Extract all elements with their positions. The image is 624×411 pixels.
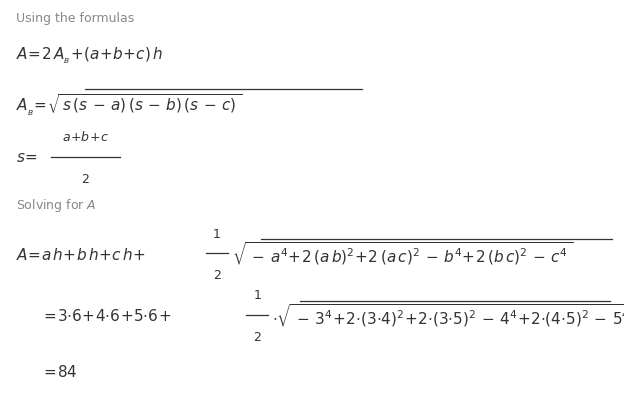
Text: $=\!84$: $=\!84$ (41, 364, 77, 380)
Text: $=\!3{\cdot}6\!+\!4{\cdot}6\!+\!5{\cdot}6\!+\!$: $=\!3{\cdot}6\!+\!4{\cdot}6\!+\!5{\cdot}… (41, 309, 171, 324)
Text: $A_{_B}\!=\!\sqrt{\,s\,(s\,-\,a)\,(s\,-\,b)\,(s\,-\,c)\,}$: $A_{_B}\!=\!\sqrt{\,s\,(s\,-\,a)\,(s\,-\… (16, 92, 241, 118)
Text: $2$: $2$ (81, 173, 90, 186)
Text: $\sqrt{\,-\,a^{4}\!+\!2\,(a\,b)^{2}\!+\!2\,(a\,c)^{2}\,-\,b^{4}\!+\!2\,(b\,c)^{2: $\sqrt{\,-\,a^{4}\!+\!2\,(a\,b)^{2}\!+\!… (232, 241, 573, 268)
Text: $A\!=\!2\,A_{_B}\!+\!(a\!+\!b\!+\!c)\,h$: $A\!=\!2\,A_{_B}\!+\!(a\!+\!b\!+\!c)\,h$ (16, 45, 163, 66)
Text: $2$: $2$ (253, 330, 261, 344)
Text: Solving for $\mathit{A}$: Solving for $\mathit{A}$ (16, 197, 96, 214)
Text: $1$: $1$ (212, 228, 222, 241)
Text: ${\cdot}\sqrt{\,-\,3^{4}\!+\!2{\cdot}(3{\cdot}4)^{2}\!+\!2{\cdot}(3{\cdot}5)^{2}: ${\cdot}\sqrt{\,-\,3^{4}\!+\!2{\cdot}(3{… (272, 303, 624, 330)
Text: $2$: $2$ (213, 269, 221, 282)
Text: $A\!=\!a\,h\!+\!b\,h\!+\!c\,h\!+\!$: $A\!=\!a\,h\!+\!b\,h\!+\!c\,h\!+\!$ (16, 247, 145, 263)
Text: Using the formulas: Using the formulas (16, 12, 134, 25)
Text: $1$: $1$ (253, 289, 262, 302)
Text: $s\!=\!$: $s\!=\!$ (16, 151, 37, 165)
Text: $a\!+\!b\!+\!c$: $a\!+\!b\!+\!c$ (62, 130, 109, 144)
